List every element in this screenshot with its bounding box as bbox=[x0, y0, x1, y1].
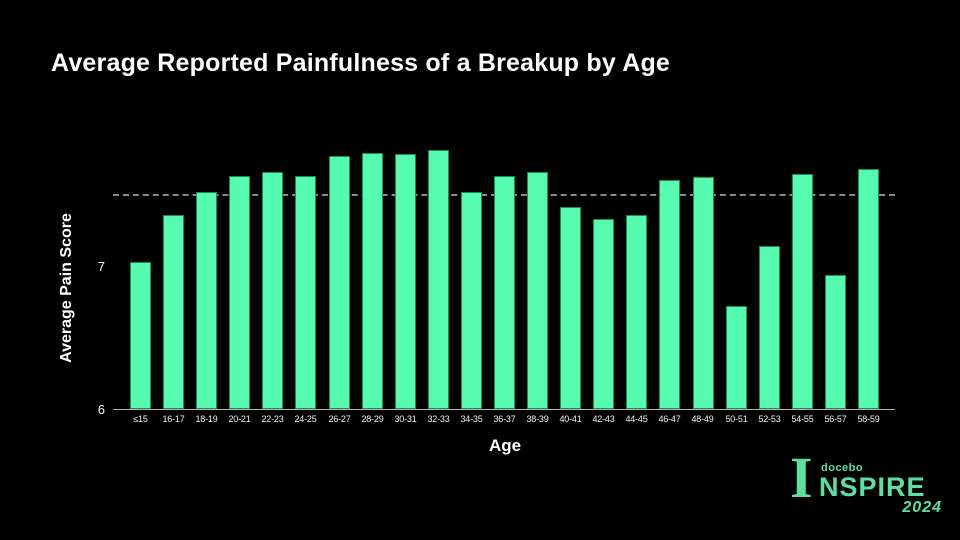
x-tick-label: 48-49 bbox=[691, 414, 714, 424]
bar-40-41 bbox=[560, 207, 581, 409]
x-tick-label: 32-33 bbox=[427, 414, 450, 424]
bar-46-47 bbox=[659, 180, 680, 409]
y-axis-title: Average Pain Score bbox=[58, 213, 75, 363]
x-tick-label: 42-43 bbox=[592, 414, 615, 424]
bar-44-45 bbox=[626, 215, 647, 409]
x-tick-label: 34-35 bbox=[460, 414, 483, 424]
bar-34-35 bbox=[461, 192, 482, 409]
bar-50-51 bbox=[726, 306, 747, 409]
bar-32-33 bbox=[428, 150, 449, 409]
bar-20-21 bbox=[229, 176, 250, 409]
x-tick-label: 16-17 bbox=[162, 414, 185, 424]
bar-18-19 bbox=[196, 192, 217, 409]
x-tick-label: 36-37 bbox=[493, 414, 516, 424]
x-tick-label: 18-19 bbox=[195, 414, 218, 424]
bar-24-25 bbox=[295, 176, 316, 409]
logo-letter-i: I bbox=[790, 445, 813, 510]
x-tick-label: 38-39 bbox=[526, 414, 549, 424]
bar-30-31 bbox=[395, 154, 416, 409]
x-tick-label: ≤15 bbox=[133, 414, 148, 424]
bar-36-37 bbox=[494, 176, 515, 409]
x-tick-label: 24-25 bbox=[294, 414, 317, 424]
y-tick-label: 6 bbox=[97, 402, 105, 417]
x-tick-label: 56-57 bbox=[824, 414, 847, 424]
x-tick-label: 46-47 bbox=[658, 414, 681, 424]
bar-52-53 bbox=[759, 246, 780, 409]
bar-48-49 bbox=[693, 177, 714, 409]
x-tick-label: 26-27 bbox=[328, 414, 351, 424]
x-tick-label: 50-51 bbox=[725, 414, 748, 424]
x-axis-title: Age bbox=[488, 436, 522, 455]
bar-28-29 bbox=[362, 153, 383, 409]
bar-54-55 bbox=[792, 174, 813, 409]
x-tick-label: 40-41 bbox=[559, 414, 582, 424]
x-tick-label: 22-23 bbox=[261, 414, 284, 424]
bar-56-57 bbox=[825, 275, 846, 409]
docebo-wordmark: docebo bbox=[821, 462, 864, 474]
bar-26-27 bbox=[329, 156, 350, 409]
chart-title: Average Reported Painfulness of a Breaku… bbox=[51, 49, 671, 77]
logo-year: 2024 bbox=[902, 499, 942, 516]
x-tick-label: 44-45 bbox=[625, 414, 648, 424]
x-tick-label: 58-59 bbox=[857, 414, 880, 424]
x-tick-label: 20-21 bbox=[228, 414, 251, 424]
x-tick-label: 54-55 bbox=[791, 414, 814, 424]
bar-22-23 bbox=[262, 172, 283, 409]
docebo-inspire-2024-logo: I docebo NSPIRE 2024 bbox=[788, 449, 952, 528]
x-tick-label: 28-29 bbox=[361, 414, 384, 424]
y-tick-label: 7 bbox=[97, 259, 105, 274]
bar-58-59 bbox=[858, 169, 879, 409]
bar-38-39 bbox=[527, 172, 548, 409]
bar-16-17 bbox=[163, 215, 184, 409]
x-tick-label: 52-53 bbox=[758, 414, 781, 424]
x-tick-label: 30-31 bbox=[394, 414, 417, 424]
x-axis-line bbox=[113, 409, 895, 410]
bar-42-43 bbox=[593, 219, 614, 409]
inspire-wordmark: NSPIRE bbox=[819, 472, 926, 502]
bar-≤15 bbox=[130, 262, 151, 409]
